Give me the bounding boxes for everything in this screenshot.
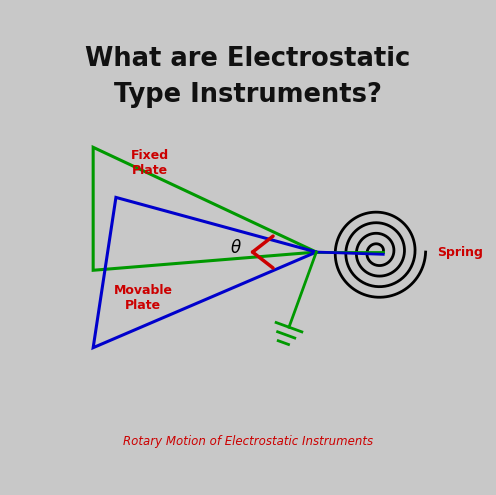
Text: What are Electrostatic: What are Electrostatic: [85, 46, 411, 71]
Text: Rotary Motion of Electrostatic Instruments: Rotary Motion of Electrostatic Instrumen…: [123, 435, 373, 447]
Text: Fixed
Plate: Fixed Plate: [131, 149, 169, 177]
Text: Type Instruments?: Type Instruments?: [114, 82, 382, 108]
Text: Spring: Spring: [437, 246, 483, 258]
Text: θ: θ: [230, 240, 240, 257]
Text: Movable
Plate: Movable Plate: [114, 284, 173, 311]
